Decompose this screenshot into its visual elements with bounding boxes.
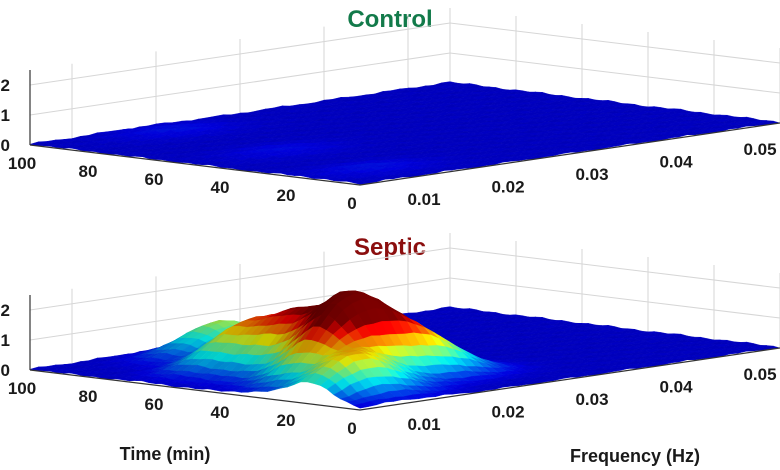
z-tick-label: 1 bbox=[1, 106, 10, 125]
y-tick-label: 0.01 bbox=[407, 190, 440, 209]
x-tick-label: 80 bbox=[79, 162, 98, 181]
x-tick-label: 0 bbox=[347, 194, 356, 213]
grid-line-z bbox=[29, 247, 780, 311]
x-tick-label: 40 bbox=[211, 178, 230, 197]
surface-mesh bbox=[29, 81, 780, 185]
z-tick-label: 0 bbox=[1, 136, 10, 155]
y-tick-label: 0.04 bbox=[659, 153, 693, 172]
base-axes bbox=[29, 122, 780, 186]
surface-panel-septic: 100 80 60 40 20 0 0.010.020.030.040.05012Time … bbox=[1, 233, 780, 466]
y-tick-label: 0.02 bbox=[491, 177, 524, 196]
y-tick-label: 0.03 bbox=[575, 165, 608, 184]
x-tick-label: 20 bbox=[277, 186, 296, 205]
surface-mesh bbox=[29, 290, 780, 409]
chart-title-control: Control bbox=[347, 6, 433, 33]
z-tick-label: 2 bbox=[1, 76, 10, 95]
x-tick-label: 100 bbox=[8, 154, 36, 173]
grid-line-z bbox=[29, 22, 780, 86]
y-tick-label: 0.05 bbox=[743, 140, 776, 159]
x-tick-label: 60 bbox=[145, 170, 164, 189]
surface-panel-control: 100 80 60 40 20 0 0.01 0.02 0.03 0.04 0.05 0 1 2 bbox=[1, 8, 780, 213]
